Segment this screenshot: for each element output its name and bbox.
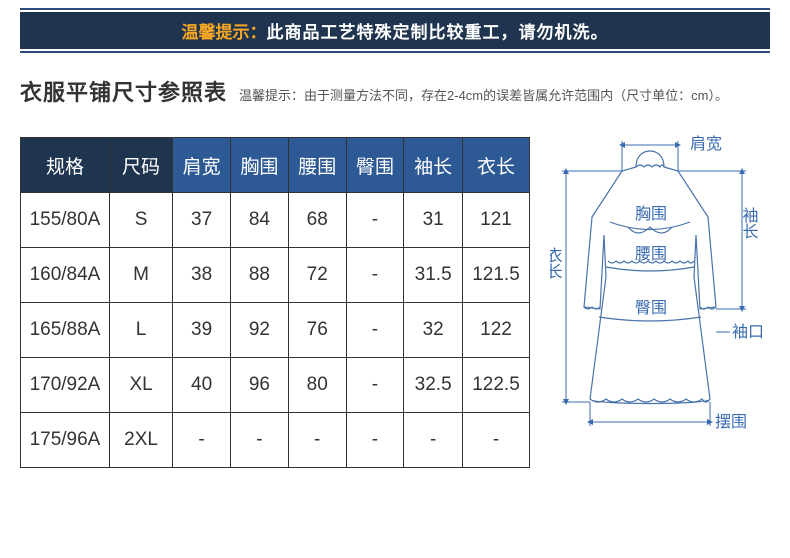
table-row: 170/92AXL409680-32.5122.5: [21, 358, 530, 413]
label-sleeve: 袖长: [740, 207, 759, 239]
table-header-cell: 臀围: [346, 138, 404, 193]
table-cell: 121: [463, 193, 530, 248]
table-cell: 32.5: [404, 358, 463, 413]
table-row: 175/96A2XL------: [21, 413, 530, 468]
table-cell: 39: [173, 303, 231, 358]
table-cell: 84: [231, 193, 289, 248]
table-cell: 68: [288, 193, 346, 248]
warning-banner: 温馨提示：此商品工艺特殊定制比较重工，请勿机洗。: [20, 8, 770, 53]
table-cell: 170/92A: [21, 358, 110, 413]
table-cell: 40: [173, 358, 231, 413]
table-cell: 31: [404, 193, 463, 248]
table-cell: -: [463, 413, 530, 468]
table-body: 155/80AS378468-31121160/84AM388872-31.51…: [21, 193, 530, 468]
table-cell: -: [346, 413, 404, 468]
table-header-cell: 规格: [21, 138, 110, 193]
banner-inner: 温馨提示：此商品工艺特殊定制比较重工，请勿机洗。: [20, 12, 770, 49]
table-header-cell: 尺码: [109, 138, 172, 193]
banner-text: 此商品工艺特殊定制比较重工，请勿机洗。: [267, 23, 609, 42]
table-cell: 31.5: [404, 248, 463, 303]
dress-outline: [584, 151, 716, 404]
banner-label: 温馨提示：: [182, 23, 267, 42]
table-cell: M: [109, 248, 172, 303]
table-cell: -: [346, 193, 404, 248]
table-cell: 92: [231, 303, 289, 358]
table-row: 160/84AM388872-31.5121.5: [21, 248, 530, 303]
table-cell: 38: [173, 248, 231, 303]
size-table: 规格尺码肩宽胸围腰围臀围袖长衣长 155/80AS378468-31121160…: [20, 137, 530, 468]
table-cell: 160/84A: [21, 248, 110, 303]
title-row: 衣服平铺尺寸参照表 温馨提示：由于测量方法不同，存在2-4cm的误差皆属允许范围…: [20, 75, 770, 107]
table-cell: 165/88A: [21, 303, 110, 358]
label-hem: 摆围: [715, 413, 747, 431]
table-cell: -: [404, 413, 463, 468]
table-row: 155/80AS378468-31121: [21, 193, 530, 248]
table-cell: 76: [288, 303, 346, 358]
table-cell: 88: [231, 248, 289, 303]
table-cell: 96: [231, 358, 289, 413]
subtitle-note: 温馨提示：由于测量方法不同，存在2-4cm的误差皆属允许范围内（尺寸单位：cm）…: [239, 85, 728, 104]
table-cell: -: [173, 413, 231, 468]
table-cell: 122.5: [463, 358, 530, 413]
table-cell: -: [231, 413, 289, 468]
table-cell: 80: [288, 358, 346, 413]
measurement-diagram: 肩宽 胸围 腰围 臀围 衣长 袖长 袖口 摆围: [550, 127, 770, 442]
label-waist: 腰围: [635, 245, 667, 263]
label-bust: 胸围: [635, 205, 667, 223]
table-cell: -: [346, 303, 404, 358]
table-header-cell: 腰围: [288, 138, 346, 193]
content-area: 规格尺码肩宽胸围腰围臀围袖长衣长 155/80AS378468-31121160…: [20, 137, 770, 468]
table-header-cell: 袖长: [404, 138, 463, 193]
label-shoulder: 肩宽: [690, 135, 722, 153]
dress-svg: 肩宽 胸围 腰围 臀围 衣长 袖长 袖口 摆围: [550, 127, 770, 437]
table-header-cell: 胸围: [231, 138, 289, 193]
table-row: 165/88AL399276-32122: [21, 303, 530, 358]
table-cell: 122: [463, 303, 530, 358]
table-header-cell: 肩宽: [173, 138, 231, 193]
table-cell: 121.5: [463, 248, 530, 303]
table-cell: 72: [288, 248, 346, 303]
table-cell: L: [109, 303, 172, 358]
table-cell: S: [109, 193, 172, 248]
page-title: 衣服平铺尺寸参照表: [20, 75, 227, 107]
table-cell: -: [288, 413, 346, 468]
label-length: 衣长: [550, 247, 563, 279]
table-cell: -: [346, 358, 404, 413]
table-cell: 2XL: [109, 413, 172, 468]
label-hip: 臀围: [635, 299, 667, 317]
table-cell: XL: [109, 358, 172, 413]
table-cell: 155/80A: [21, 193, 110, 248]
label-cuff: 袖口: [732, 323, 764, 341]
table-cell: 37: [173, 193, 231, 248]
table-header-cell: 衣长: [463, 138, 530, 193]
table-header-row: 规格尺码肩宽胸围腰围臀围袖长衣长: [21, 138, 530, 193]
table-cell: 32: [404, 303, 463, 358]
table-cell: 175/96A: [21, 413, 110, 468]
table-cell: -: [346, 248, 404, 303]
